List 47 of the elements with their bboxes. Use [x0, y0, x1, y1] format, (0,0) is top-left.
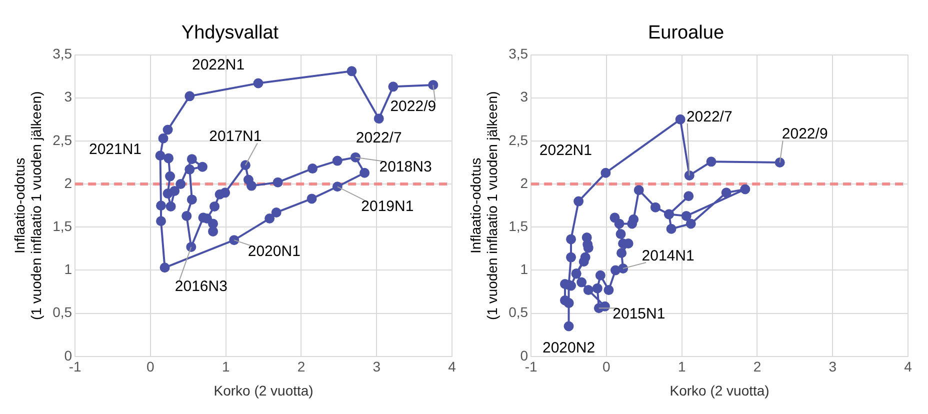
- y-tick-label: 1: [64, 261, 72, 278]
- annotation: 2015N1: [612, 305, 666, 322]
- y-tick-label: 3: [520, 88, 528, 105]
- annotation: 2017N1: [209, 128, 262, 146]
- annotation: 2016N3: [174, 278, 228, 296]
- y-tick-label: 2: [64, 174, 72, 191]
- y-tick-label: 3: [64, 88, 72, 105]
- annotation: 2019N1: [361, 198, 414, 215]
- annotation: 2022N1: [192, 56, 245, 74]
- x-tick-label: 0: [602, 358, 611, 375]
- annotation: 2022N1: [539, 142, 592, 159]
- annotation: 2020N1: [248, 243, 300, 260]
- x-tick-label: 1: [678, 358, 686, 375]
- x-tick-label: 3: [828, 358, 837, 375]
- x-tick-label: 0: [146, 358, 155, 375]
- x-tick-label: 1: [222, 358, 230, 375]
- annotation: 2022/9: [390, 98, 436, 116]
- annotation: 2018N3: [379, 158, 432, 176]
- annotation: 2020N2: [542, 339, 596, 356]
- y-tick-label: 0: [64, 347, 72, 364]
- x-axis-title: Korko (2 vuotta): [670, 382, 770, 398]
- x-tick-label: 4: [448, 358, 456, 375]
- y-axis-title: Inflaatio-odotus (1 vuoden inflaatio 1 vuoden jälkeen): [11, 91, 44, 320]
- x-axis-title: Korko (2 vuotta): [214, 382, 314, 398]
- x-tick-label: 2: [753, 358, 762, 375]
- y-tick-label: 2,5: [508, 132, 528, 148]
- annotation: 2014N1: [642, 248, 694, 265]
- y-tick-label: 2,5: [52, 132, 72, 148]
- annotation: 2022/7: [686, 108, 732, 126]
- chart-title: Yhdysvallat: [181, 22, 280, 44]
- y-axis-title: Inflaatio-odotus (1 vuoden inflaatio 1 vuoden jälkeen): [467, 91, 500, 320]
- chart-title: Euroalue: [648, 22, 724, 44]
- annotation: 2022/9: [782, 126, 828, 143]
- y-tick-label: 1: [520, 261, 528, 278]
- y-tick-label: 0,5: [52, 304, 72, 320]
- x-tick-label: 4: [904, 358, 912, 375]
- x-tick-label: 2: [297, 358, 306, 375]
- y-tick-label: 3,5: [52, 46, 72, 62]
- y-tick-label: 2: [520, 174, 528, 191]
- y-tick-label: 1,5: [508, 218, 528, 234]
- y-tick-label: 0: [520, 347, 528, 364]
- x-tick-label: 3: [372, 358, 381, 375]
- y-tick-label: 3,5: [508, 46, 528, 62]
- y-tick-label: 0,5: [508, 304, 528, 320]
- y-tick-label: 1,5: [52, 218, 72, 234]
- annotation: 2022/7: [356, 130, 402, 147]
- annotation: 2021N1: [88, 140, 142, 158]
